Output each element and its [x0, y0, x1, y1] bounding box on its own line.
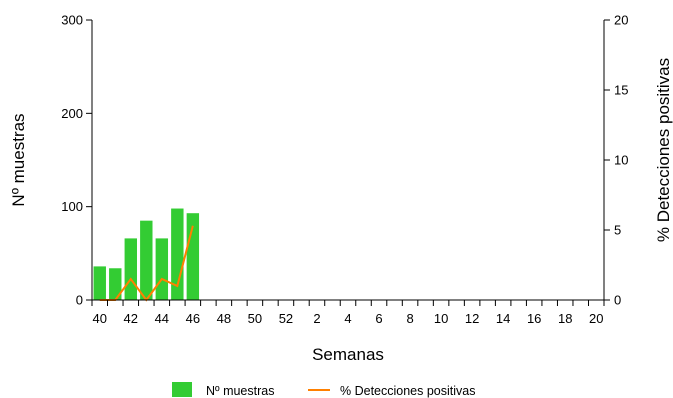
- x-tick-label: 20: [589, 311, 603, 326]
- legend: Nº muestras % Detecciones positivas: [172, 382, 475, 398]
- bar: [93, 266, 106, 300]
- x-tick-label: 52: [279, 311, 293, 326]
- y-tick-label: 100: [61, 199, 83, 214]
- x-tick-label: 44: [155, 311, 169, 326]
- legend-swatch-muestras: [172, 382, 192, 397]
- x-tick-label: 4: [344, 311, 351, 326]
- x-tick-label: 14: [496, 311, 510, 326]
- y2-tick-label: 5: [614, 223, 621, 238]
- x-tick-label: 12: [465, 311, 479, 326]
- y2-tick-label: 15: [614, 83, 628, 98]
- x-tick-label: 16: [527, 311, 541, 326]
- y-tick-label: 300: [61, 13, 83, 28]
- bar: [109, 268, 122, 300]
- x-tick-label: 40: [93, 311, 107, 326]
- y2-tick-label: 0: [614, 293, 621, 308]
- x-tick-label: 46: [186, 311, 200, 326]
- x-axis-title: Semanas: [312, 345, 384, 364]
- y-tick-label: 200: [61, 106, 83, 121]
- x-tick-label: 8: [406, 311, 413, 326]
- legend-label-muestras: Nº muestras: [206, 384, 274, 398]
- x-tick-label: 42: [124, 311, 138, 326]
- y2-tick-label: 20: [614, 13, 628, 28]
- y2-tick-label: 10: [614, 153, 628, 168]
- x-tick-label: 50: [248, 311, 262, 326]
- x-tick-label: 48: [217, 311, 231, 326]
- x-tick-label: 18: [558, 311, 572, 326]
- y-axis-title: Nº muestras: [9, 113, 28, 206]
- bar: [124, 238, 137, 300]
- x-tick-label: 2: [313, 311, 320, 326]
- plot-area: [93, 208, 200, 302]
- y-tick-label: 0: [76, 293, 83, 308]
- bar: [140, 220, 153, 300]
- x-tick-label: 10: [434, 311, 448, 326]
- y2-axis-title: % Detecciones positivas: [654, 58, 673, 242]
- x-tick-label: 6: [375, 311, 382, 326]
- legend-label-detecciones: % Detecciones positivas: [340, 384, 475, 398]
- bar: [155, 238, 169, 300]
